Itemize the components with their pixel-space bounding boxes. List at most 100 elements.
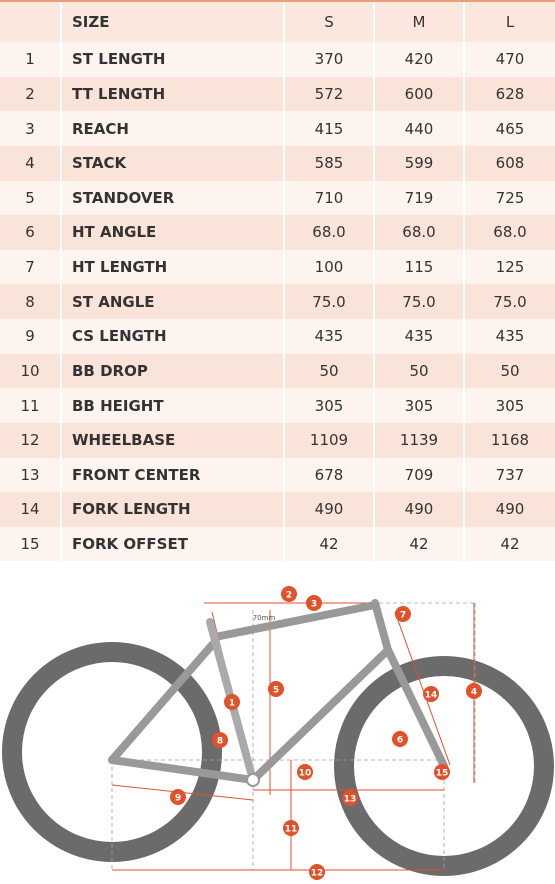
row-name: FORK LENGTH xyxy=(62,492,285,527)
marker-label: 9 xyxy=(175,794,181,804)
row-number: 9 xyxy=(0,319,62,354)
table-row: 4 STACK 585 599 608 xyxy=(0,145,555,181)
row-number: 3 xyxy=(0,111,62,146)
row-value: 737 xyxy=(495,465,525,484)
marker-circle xyxy=(224,694,240,710)
marker-label: 12 xyxy=(311,869,324,879)
table-row: 1 ST LENGTH 370 420 470 xyxy=(0,42,555,77)
marker-label: 4 xyxy=(471,688,477,698)
table-row: 7 HT LENGTH 100 115 125 xyxy=(0,249,555,285)
row-name: CS LENGTH xyxy=(62,319,285,354)
table-row: 3 REACH 415 440 465 xyxy=(0,111,555,146)
row-number: 5 xyxy=(0,180,62,216)
row-value: 50 xyxy=(285,353,375,389)
table-row: 6 HT ANGLE 68.0 68.0 68.0 xyxy=(0,215,555,250)
marker-label: 1 xyxy=(229,699,235,709)
row-value: 115 xyxy=(375,249,465,285)
marker-label: 15 xyxy=(436,769,449,779)
table-row: 5 STANDOVER 710 719 725 xyxy=(0,180,555,216)
row-number: 6 xyxy=(0,215,62,250)
offset-label: 70mm xyxy=(253,614,276,622)
geometry-table: SIZE S M L 1 ST LENGTH 370 420 470 2 TT LENGTH 572 6… xyxy=(0,0,555,562)
row-name: STACK xyxy=(62,145,285,181)
marker-circle xyxy=(306,595,322,611)
row-value: 50 xyxy=(500,361,520,380)
row-number: 2 xyxy=(0,76,62,112)
row-value: 465 xyxy=(495,119,525,138)
table-row: 2 TT LENGTH 572 600 628 xyxy=(0,76,555,112)
row-value: 710 xyxy=(285,180,375,216)
row-value: 420 xyxy=(375,42,465,77)
row-value: 42 xyxy=(500,535,520,554)
row-value: 1168 xyxy=(490,431,530,450)
row-value: 68.0 xyxy=(493,223,527,242)
row-value: 470 xyxy=(495,50,525,69)
row-number: 7 xyxy=(0,249,62,285)
row-name: HT ANGLE xyxy=(62,215,285,250)
row-value: 305 xyxy=(495,396,525,415)
marker-circle xyxy=(392,731,408,747)
row-value: 1109 xyxy=(285,422,375,458)
row-value: 42 xyxy=(285,526,375,562)
header-row: SIZE S M L xyxy=(0,2,555,42)
marker-circle xyxy=(268,681,284,697)
row-value: 709 xyxy=(375,457,465,493)
table-row: 14 FORK LENGTH 490 490 490 xyxy=(0,492,555,527)
row-value: 42 xyxy=(375,526,465,562)
marker-label: 7 xyxy=(400,611,406,621)
row-value: 1139 xyxy=(375,422,465,458)
row-value: 719 xyxy=(375,180,465,216)
row-value: 572 xyxy=(285,76,375,112)
row-value: 75.0 xyxy=(285,284,375,319)
row-number: 4 xyxy=(0,145,62,181)
row-value: 678 xyxy=(285,457,375,493)
table-row: 8 ST ANGLE 75.0 75.0 75.0 xyxy=(0,284,555,319)
row-value: 75.0 xyxy=(493,292,527,311)
marker-circle xyxy=(309,864,325,880)
row-value: 725 xyxy=(495,188,525,207)
row-value: 490 xyxy=(285,492,375,527)
row-number: 15 xyxy=(0,526,62,562)
row-value: 600 xyxy=(375,76,465,112)
header-cell: SIZE xyxy=(62,2,285,42)
marker-label: 5 xyxy=(273,686,279,696)
marker-label: 10 xyxy=(299,769,312,779)
row-value: 370 xyxy=(285,42,375,77)
row-value: 628 xyxy=(495,84,525,103)
row-value: 490 xyxy=(495,500,525,519)
row-value: 435 xyxy=(285,319,375,354)
row-name: TT LENGTH xyxy=(62,76,285,112)
marker-label: 13 xyxy=(344,795,357,805)
row-number: 13 xyxy=(0,457,62,493)
row-value: 585 xyxy=(285,145,375,181)
marker-circle xyxy=(297,764,313,780)
header-cell xyxy=(0,2,62,42)
row-value: 305 xyxy=(285,388,375,423)
row-number: 10 xyxy=(0,353,62,389)
bottom-bracket xyxy=(246,773,260,787)
row-number: 1 xyxy=(0,42,62,77)
row-number: 11 xyxy=(0,388,62,423)
header-cell: S xyxy=(285,2,375,42)
row-value: 490 xyxy=(375,492,465,527)
table-row: 9 CS LENGTH 435 435 435 xyxy=(0,319,555,354)
row-name: ST ANGLE xyxy=(62,284,285,319)
row-name: FRONT CENTER xyxy=(62,457,285,493)
row-number: 12 xyxy=(0,422,62,458)
row-name: ST LENGTH xyxy=(62,42,285,77)
table-row: 13 FRONT CENTER 678 709 737 xyxy=(0,457,555,493)
row-value: 125 xyxy=(495,258,525,277)
marker-label: 14 xyxy=(425,691,438,701)
marker-label: 6 xyxy=(397,736,403,746)
table-row: 11 BB HEIGHT 305 305 305 xyxy=(0,388,555,423)
marker-circle xyxy=(283,820,299,836)
row-number: 14 xyxy=(0,492,62,527)
row-value: 599 xyxy=(375,145,465,181)
row-value: 68.0 xyxy=(285,215,375,250)
marker-circle xyxy=(170,789,186,805)
marker-label: 3 xyxy=(311,600,317,610)
row-value: 415 xyxy=(285,111,375,146)
